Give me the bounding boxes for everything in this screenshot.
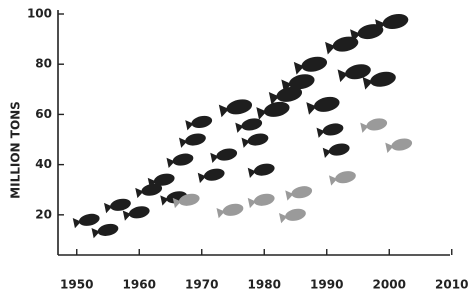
y-tick-label: 40 bbox=[35, 157, 52, 171]
x-tick-label: 2010 bbox=[435, 278, 468, 292]
fish bbox=[185, 114, 213, 131]
fish bbox=[73, 212, 101, 229]
fish bbox=[294, 55, 329, 76]
chart: MILLION TONS 20 40 60 80 100 1950 1960 1970 1980… bbox=[0, 0, 473, 300]
fish bbox=[166, 152, 194, 169]
fish bbox=[91, 222, 119, 239]
fish bbox=[179, 132, 207, 149]
x-tick-label: 1990 bbox=[310, 278, 343, 292]
x-tick-label: 1980 bbox=[248, 278, 281, 292]
fish bbox=[241, 132, 269, 149]
fish bbox=[323, 142, 351, 159]
fish bbox=[316, 122, 344, 139]
fish bbox=[279, 207, 307, 224]
fish bbox=[219, 97, 254, 118]
y-tick-label: 100 bbox=[27, 7, 52, 21]
fish bbox=[216, 202, 244, 219]
x-tick-label: 1960 bbox=[123, 278, 156, 292]
y-axis-label: MILLION TONS bbox=[9, 101, 23, 199]
fish bbox=[329, 169, 357, 186]
fish bbox=[385, 137, 413, 154]
fish bbox=[360, 117, 388, 134]
y-tick-label: 60 bbox=[35, 107, 52, 121]
fish bbox=[210, 147, 238, 164]
fish bbox=[248, 162, 276, 179]
fish bbox=[198, 167, 226, 184]
fish bbox=[285, 184, 313, 201]
fish bbox=[104, 197, 132, 214]
y-tick-label: 20 bbox=[35, 207, 52, 221]
fish bbox=[256, 100, 291, 121]
x-tick-label: 1950 bbox=[60, 278, 93, 292]
fish bbox=[248, 192, 276, 209]
x-tick-label: 1970 bbox=[185, 278, 218, 292]
x-tick-label: 2000 bbox=[373, 278, 406, 292]
y-tick-label: 80 bbox=[35, 57, 52, 71]
fish bbox=[306, 95, 341, 116]
